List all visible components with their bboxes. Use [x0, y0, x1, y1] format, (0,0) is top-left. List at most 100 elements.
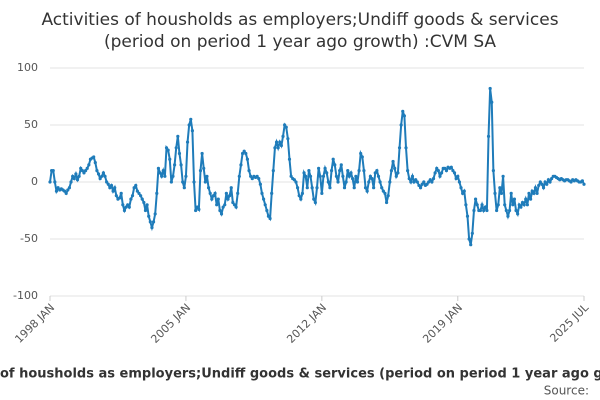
- data-point: [329, 169, 334, 173]
- data-point: [96, 172, 101, 176]
- data-point: [181, 180, 185, 184]
- data-point: [308, 174, 313, 178]
- data-point: [287, 157, 292, 161]
- data-point: [317, 166, 321, 170]
- data-point: [433, 171, 437, 175]
- data-point: [493, 191, 497, 195]
- data-point: [307, 169, 311, 173]
- data-point: [499, 191, 504, 195]
- data-point: [373, 171, 377, 175]
- data-point: [147, 214, 151, 218]
- data-point: [376, 174, 381, 178]
- data-point: [173, 163, 177, 167]
- data-point: [470, 231, 474, 235]
- data-point: [143, 208, 148, 213]
- data-point: [425, 182, 429, 186]
- data-point: [245, 157, 250, 161]
- data-point: [176, 134, 180, 138]
- data-point: [286, 137, 290, 141]
- data-point: [200, 151, 204, 156]
- data-point: [258, 182, 262, 186]
- data-point: [386, 194, 390, 198]
- data-point: [145, 203, 149, 207]
- data-point: [384, 200, 389, 205]
- data-point: [315, 186, 319, 190]
- data-point: [103, 174, 107, 178]
- data-point: [221, 205, 225, 209]
- data-point: [260, 191, 264, 195]
- data-point: [388, 180, 392, 184]
- data-point: [185, 140, 190, 144]
- data-point: [174, 146, 178, 150]
- data-point: [71, 174, 75, 178]
- data-point: [161, 169, 165, 173]
- data-point: [203, 180, 207, 184]
- data-point: [92, 155, 96, 159]
- data-point: [171, 174, 175, 178]
- data-point: [435, 166, 439, 170]
- data-point: [279, 143, 283, 148]
- data-point: [114, 194, 118, 198]
- data-point: [249, 174, 253, 178]
- data-point: [273, 146, 277, 150]
- data-point: [357, 169, 361, 173]
- data-point: [98, 176, 102, 181]
- data-point: [334, 174, 339, 178]
- data-point: [480, 203, 484, 207]
- x-axis-label: of housholds as employers;Undiff goods &…: [0, 367, 600, 382]
- data-point: [431, 176, 436, 181]
- data-point: [270, 191, 274, 195]
- data-point: [121, 203, 125, 207]
- data-point: [342, 186, 347, 190]
- data-point: [427, 180, 431, 184]
- data-point: [271, 169, 275, 173]
- data-point: [231, 200, 235, 205]
- data-point: [482, 208, 486, 213]
- data-point: [397, 146, 402, 150]
- data-point: [440, 171, 444, 175]
- data-point: [255, 174, 259, 178]
- data-point: [164, 146, 169, 150]
- data-point: [153, 212, 157, 216]
- data-point: [189, 117, 193, 121]
- data-point: [281, 134, 285, 138]
- data-point: [338, 169, 342, 173]
- y-tick-label: 0: [31, 175, 38, 188]
- data-point: [420, 182, 424, 186]
- data-point: [168, 157, 172, 161]
- data-point: [404, 146, 408, 150]
- data-point: [428, 178, 432, 182]
- data-point: [407, 176, 411, 181]
- data-point: [300, 191, 305, 195]
- data-point: [469, 243, 473, 247]
- data-point: [478, 208, 483, 213]
- data-point: [210, 197, 214, 201]
- data-point: [158, 171, 162, 175]
- data-point: [457, 180, 461, 184]
- data-point: [142, 200, 146, 205]
- data-point: [257, 176, 261, 181]
- data-point: [124, 205, 128, 209]
- data-point: [211, 194, 216, 198]
- data-point: [363, 186, 368, 190]
- data-point: [302, 171, 306, 175]
- data-point: [524, 197, 528, 201]
- data-point: [323, 166, 327, 170]
- data-point: [346, 169, 350, 173]
- data-point: [228, 194, 232, 198]
- data-point: [320, 191, 324, 195]
- data-point: [166, 148, 170, 152]
- data-point: [537, 183, 541, 188]
- data-point: [473, 197, 478, 201]
- data-point: [206, 186, 211, 190]
- data-point: [137, 191, 141, 195]
- data-point: [297, 194, 301, 198]
- y-tick-label: -50: [20, 232, 38, 245]
- data-point: [495, 208, 499, 213]
- data-point: [341, 174, 345, 178]
- data-point: [202, 166, 206, 170]
- data-point: [117, 196, 122, 200]
- data-point: [82, 171, 86, 175]
